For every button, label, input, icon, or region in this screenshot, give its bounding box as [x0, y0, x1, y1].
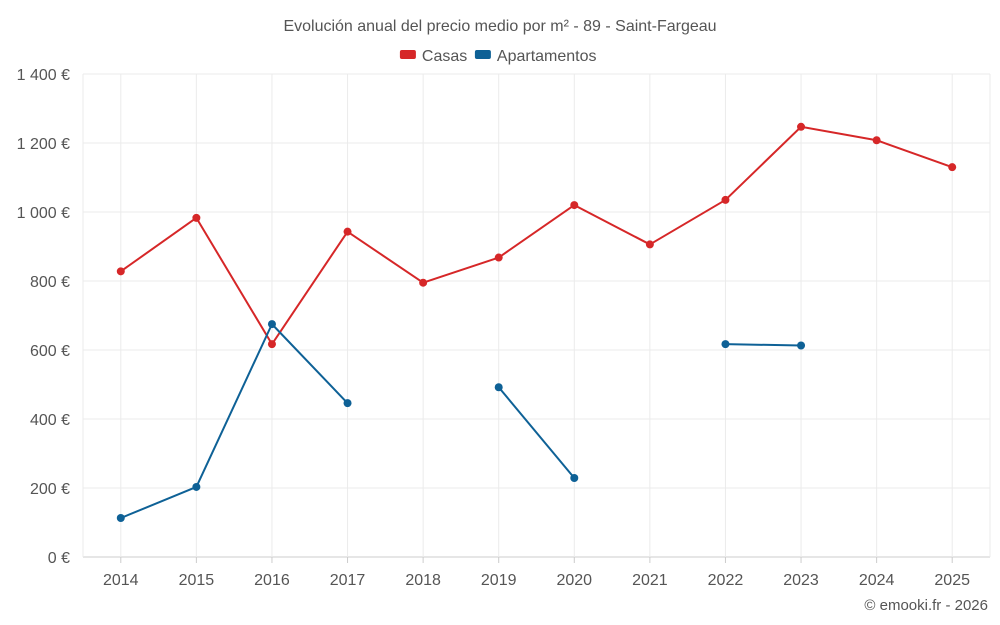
grid — [82, 73, 991, 558]
data-point-casas[interactable] — [419, 278, 428, 287]
data-point-casas[interactable] — [116, 267, 125, 276]
x-tick-label: 2020 — [556, 572, 592, 589]
x-tick-label: 2024 — [859, 572, 895, 589]
x-tick-label: 2016 — [254, 572, 290, 589]
chart-title: Evolución anual del precio medio por m² … — [283, 18, 716, 35]
x-tick-label: 2019 — [481, 572, 517, 589]
legend-swatch-casas — [399, 50, 416, 59]
y-tick-label: 800 € — [30, 274, 70, 291]
data-point-casas[interactable] — [797, 122, 806, 131]
x-tick-label: 2017 — [330, 572, 366, 589]
legend[interactable]: Casas Apartamentos — [399, 48, 597, 65]
series-layer — [116, 122, 957, 523]
legend-label-apartamentos[interactable]: Apartamentos — [497, 48, 597, 65]
y-axis: 0 € 200 € 400 € 600 € 800 € 1 000 € 1 200 € 1 4… — [17, 67, 70, 567]
y-tick-label: 1 200 € — [17, 136, 70, 153]
data-point-casas[interactable] — [645, 240, 654, 249]
y-tick-label: 1 400 € — [17, 67, 70, 84]
data-point-apartamentos[interactable] — [721, 340, 730, 349]
data-point-apartamentos[interactable] — [343, 399, 352, 408]
series-line-apartamentos — [497, 386, 576, 479]
data-point-casas[interactable] — [343, 227, 352, 236]
credit-text: © emooki.fr - 2026 — [864, 597, 988, 614]
data-point-apartamentos[interactable] — [267, 320, 276, 329]
data-point-apartamentos[interactable] — [494, 383, 503, 392]
x-tick-label: 2018 — [405, 572, 441, 589]
x-axis: 2014 2015 2016 2017 2018 2019 2020 2021 2022 2023… — [103, 557, 970, 589]
data-point-casas[interactable] — [721, 195, 730, 204]
data-point-casas[interactable] — [570, 201, 579, 210]
data-point-apartamentos[interactable] — [570, 473, 579, 482]
data-point-casas[interactable] — [494, 253, 503, 262]
data-point-casas[interactable] — [948, 163, 957, 172]
x-tick-label: 2025 — [934, 572, 970, 589]
x-tick-label: 2022 — [708, 572, 744, 589]
y-tick-label: 1 000 € — [17, 205, 70, 222]
x-tick-label: 2023 — [783, 572, 819, 589]
data-point-apartamentos[interactable] — [116, 514, 125, 523]
data-point-casas[interactable] — [192, 213, 201, 222]
legend-swatch-apartamentos — [474, 50, 491, 59]
y-tick-label: 0 € — [48, 550, 70, 567]
data-point-casas[interactable] — [872, 136, 881, 145]
data-point-apartamentos[interactable] — [192, 482, 201, 491]
x-tick-label: 2014 — [103, 572, 139, 589]
x-tick-label: 2021 — [632, 572, 668, 589]
series-line-apartamentos — [120, 323, 349, 519]
y-tick-label: 200 € — [30, 481, 70, 498]
y-tick-label: 400 € — [30, 412, 70, 429]
y-tick-label: 600 € — [30, 343, 70, 360]
x-tick-label: 2015 — [179, 572, 215, 589]
legend-label-casas[interactable]: Casas — [422, 48, 467, 65]
data-point-casas[interactable] — [267, 340, 276, 349]
series-line-apartamentos — [725, 343, 802, 347]
series-line-casas — [120, 125, 953, 346]
data-point-apartamentos[interactable] — [797, 341, 806, 350]
